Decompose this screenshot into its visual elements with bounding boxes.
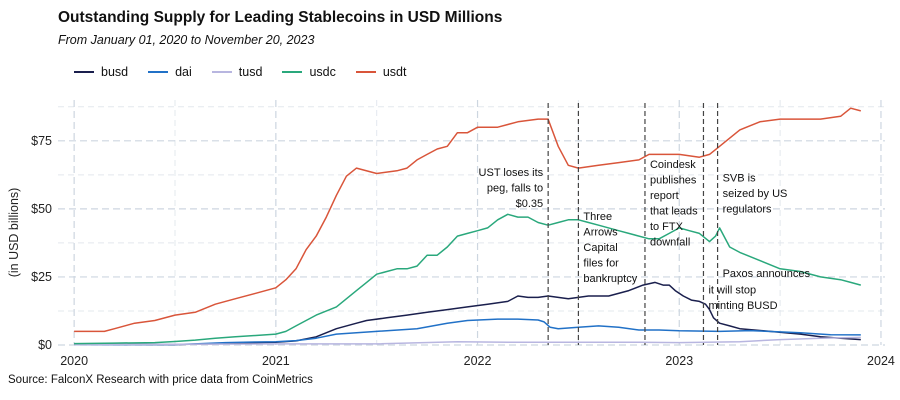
annotation-text: Capital [583,242,617,254]
annotation-text: it will stop [708,284,756,296]
series-line-usdc [74,213,861,345]
legend-swatch [355,71,376,73]
legend-label: usdc [309,65,336,79]
annotation-text: downfall [650,237,690,249]
annotation-text: Paxos announces [723,268,811,280]
y-tick-label: $50 [31,202,52,216]
x-tick-label: 2023 [665,354,693,368]
legend-label: dai [175,65,192,79]
annotation-text: report [650,190,679,202]
chart-subtitle: From January 01, 2020 to November 20, 20… [58,33,315,47]
legend-swatch [148,71,169,73]
legend-swatch [74,71,94,73]
annotation-text: publishes [650,175,697,187]
annotation-text: that leads [650,206,698,218]
series-line-dai [74,318,861,346]
x-tick-label: 2021 [262,354,290,368]
legend-item-dai: dai [148,65,192,79]
annotation-text: bankruptcy [583,273,637,285]
annotation-text: regulators [723,204,772,216]
x-tick-label: 2024 [867,354,895,368]
legend-label: usdt [382,65,407,79]
annotation-text: minting BUSD [708,300,777,312]
y-tick-label: $25 [31,270,52,284]
legend-swatch [282,71,303,73]
annotation-text: files for [583,257,619,269]
y-tick-label: $0 [38,338,52,352]
annotation-text: UST loses its [479,167,544,179]
annotation-text: $0.35 [516,198,544,210]
x-tick-label: 2020 [60,354,88,368]
legend-item-busd: busd [74,65,128,79]
chart-title: Outstanding Supply for Leading Stablecoi… [58,9,503,26]
legend-label: tusd [238,65,263,79]
legend-item-tusd: tusd [211,65,263,79]
chart-source: Source: FalconX Research with price data… [8,374,313,386]
legend-item-usdt: usdt [355,65,407,79]
legend-swatch [211,71,232,73]
legend-item-usdc: usdc [282,65,336,79]
chart-legend: busd dai tusd usdc usdt [74,65,426,79]
annotation-text: Coindesk [650,159,696,171]
series-line-usdt [74,107,861,333]
annotation-text: Arrows [583,226,618,238]
x-tick-label: 2022 [464,354,492,368]
annotation-text: peg, falls to [487,183,543,195]
annotation-text: to FTX [650,221,684,233]
legend-label: busd [101,65,129,79]
annotation-text: SVB is [723,173,757,185]
annotation-text: Three [583,211,612,223]
y-axis-label: (in USD billions) [7,188,21,278]
series-line-tusd [74,336,861,346]
y-tick-label: $75 [31,134,52,148]
annotation-text: seized by US [723,188,788,200]
